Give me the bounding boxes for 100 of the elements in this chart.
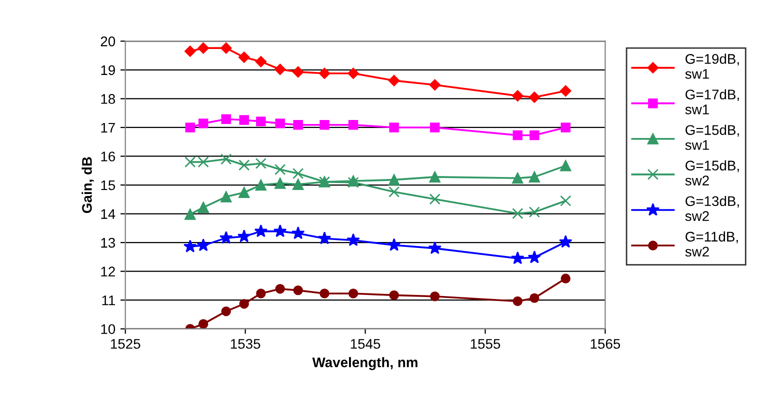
point	[238, 160, 250, 171]
point	[255, 158, 266, 169]
y-axis-title: Gain, dB	[82, 157, 94, 213]
point	[388, 174, 400, 186]
y-tick-label: 16	[101, 152, 116, 162]
point	[510, 251, 524, 264]
y-tick-label: 15	[101, 180, 116, 190]
legend-label: G=11dB, sw2	[685, 231, 738, 257]
point	[348, 288, 358, 298]
point	[198, 118, 208, 128]
point	[560, 274, 570, 284]
point	[560, 122, 570, 132]
legend-label: G=19dB, sw1	[685, 54, 739, 79]
point	[239, 298, 249, 309]
point	[185, 122, 195, 132]
y-tick-label: 14	[101, 209, 116, 219]
point	[293, 120, 303, 130]
y-tick-label: 13	[101, 238, 116, 248]
point	[237, 230, 251, 242]
point	[238, 52, 250, 63]
point	[389, 122, 399, 132]
point	[528, 206, 540, 218]
x-tick-label: 1535	[230, 338, 260, 349]
point	[291, 226, 305, 240]
point	[293, 285, 303, 296]
point	[318, 232, 332, 244]
point	[273, 224, 287, 238]
point	[184, 156, 196, 168]
point	[275, 284, 285, 294]
point	[560, 195, 572, 206]
point	[255, 56, 267, 68]
point	[274, 178, 286, 189]
point	[528, 92, 540, 103]
point	[220, 42, 232, 54]
point	[292, 178, 304, 190]
point	[429, 79, 440, 90]
legend-label: G=13dB, sw2	[685, 196, 739, 222]
x-axis-title: Wavelength, nm	[312, 357, 418, 370]
x-tick-label: 1555	[470, 339, 500, 349]
point	[512, 296, 522, 306]
point	[512, 90, 524, 102]
point	[387, 238, 401, 251]
point	[528, 171, 540, 183]
point	[238, 186, 250, 198]
point	[184, 208, 196, 220]
point	[429, 194, 440, 205]
point	[198, 42, 209, 54]
point	[389, 290, 399, 300]
point	[256, 288, 266, 298]
point	[348, 68, 359, 79]
point	[292, 66, 304, 78]
point	[274, 164, 286, 176]
point	[346, 233, 360, 246]
point	[320, 288, 330, 298]
point	[254, 224, 268, 238]
point	[558, 235, 572, 248]
y-tick-label: 11	[102, 296, 115, 306]
point	[388, 74, 400, 86]
point	[221, 114, 231, 124]
point	[255, 179, 266, 191]
x-tick-label: 1565	[590, 338, 620, 349]
point	[348, 120, 358, 130]
point	[184, 46, 196, 57]
point	[530, 293, 540, 303]
point	[528, 250, 542, 264]
point	[220, 154, 232, 165]
y-tick-label: 19	[101, 65, 115, 76]
point	[430, 291, 440, 302]
point	[388, 186, 400, 198]
point	[560, 85, 572, 97]
point	[275, 118, 285, 128]
legend-label: G=15dB, sw1	[685, 124, 739, 150]
point	[220, 191, 232, 202]
point	[428, 241, 442, 254]
point	[530, 130, 540, 140]
point	[429, 171, 440, 183]
point	[239, 115, 249, 125]
point	[198, 156, 209, 168]
y-tick-label: 12	[101, 266, 115, 276]
point	[183, 240, 197, 252]
point	[274, 64, 286, 75]
point	[512, 130, 522, 140]
point	[292, 168, 304, 180]
point	[430, 122, 440, 132]
y-tick-label: 10	[101, 324, 116, 334]
y-tick-label: 20	[100, 36, 116, 46]
legend-label: G=17dB, sw1	[685, 89, 739, 114]
point	[256, 116, 266, 126]
point	[512, 208, 524, 220]
point	[318, 68, 330, 79]
point	[221, 306, 231, 316]
point	[512, 172, 524, 184]
point	[196, 238, 210, 252]
y-tick-label: 18	[101, 94, 116, 104]
point	[198, 319, 208, 329]
x-tick-label: 1525	[110, 338, 140, 349]
x-tick-label: 1545	[350, 339, 380, 349]
y-tick-label: 17	[101, 122, 115, 133]
point	[198, 202, 209, 214]
legend-label: G=15dB, sw2	[685, 160, 739, 186]
